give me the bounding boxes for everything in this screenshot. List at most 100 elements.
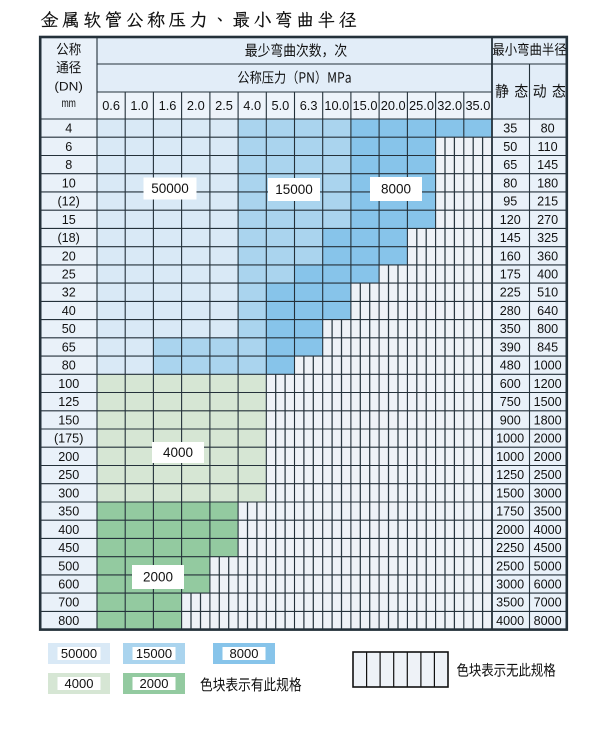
- svg-text:3500: 3500: [496, 596, 524, 610]
- svg-text:15.0: 15.0: [353, 98, 378, 113]
- svg-text:450: 450: [58, 541, 79, 555]
- svg-text:2500: 2500: [534, 468, 562, 482]
- svg-text:2000: 2000: [496, 523, 524, 537]
- svg-text:1200: 1200: [534, 377, 562, 391]
- svg-text:(DN): (DN): [54, 80, 83, 94]
- svg-text:80: 80: [541, 122, 555, 136]
- svg-text:(12): (12): [57, 195, 79, 209]
- svg-text:4500: 4500: [534, 541, 562, 555]
- svg-text:2000: 2000: [534, 432, 562, 446]
- svg-text:640: 640: [537, 304, 558, 318]
- svg-text:200: 200: [58, 450, 79, 464]
- svg-text:350: 350: [500, 322, 521, 336]
- svg-text:350: 350: [58, 505, 79, 519]
- svg-text:750: 750: [500, 395, 521, 409]
- svg-text:1000: 1000: [496, 432, 524, 446]
- svg-text:7000: 7000: [534, 596, 562, 610]
- svg-text:25: 25: [62, 268, 76, 282]
- svg-text:2000: 2000: [534, 450, 562, 464]
- svg-text:5000: 5000: [534, 559, 562, 573]
- svg-text:2000: 2000: [143, 570, 173, 585]
- svg-text:3000: 3000: [496, 578, 524, 592]
- svg-text:125: 125: [58, 395, 79, 409]
- svg-text:1.0: 1.0: [130, 98, 148, 113]
- svg-text:8000: 8000: [534, 614, 562, 628]
- svg-text:270: 270: [537, 213, 558, 227]
- svg-text:390: 390: [500, 340, 521, 354]
- svg-text:150: 150: [58, 413, 79, 427]
- svg-text:225: 225: [500, 286, 521, 300]
- svg-text:145: 145: [537, 158, 558, 172]
- svg-text:800: 800: [537, 322, 558, 336]
- svg-text:50000: 50000: [151, 181, 189, 196]
- svg-text:1800: 1800: [534, 413, 562, 427]
- svg-text:510: 510: [537, 286, 558, 300]
- svg-text:180: 180: [537, 176, 558, 190]
- svg-text:95: 95: [503, 195, 517, 209]
- svg-text:80: 80: [62, 359, 76, 373]
- svg-text:1500: 1500: [496, 486, 524, 500]
- svg-text:400: 400: [58, 523, 79, 537]
- svg-text:800: 800: [58, 614, 79, 628]
- svg-text:1750: 1750: [496, 505, 524, 519]
- svg-text:2500: 2500: [496, 559, 524, 573]
- svg-text:4000: 4000: [534, 523, 562, 537]
- svg-text:(175): (175): [54, 432, 83, 446]
- svg-text:20.0: 20.0: [381, 98, 406, 113]
- svg-text:3500: 3500: [534, 505, 562, 519]
- svg-text:250: 250: [58, 468, 79, 482]
- svg-text:15000: 15000: [275, 182, 313, 197]
- svg-text:1.6: 1.6: [159, 98, 177, 113]
- svg-text:300: 300: [58, 486, 79, 500]
- svg-text:480: 480: [500, 359, 521, 373]
- svg-text:40: 40: [62, 304, 76, 318]
- svg-text:8000: 8000: [381, 182, 411, 197]
- svg-text:900: 900: [500, 413, 521, 427]
- svg-text:6: 6: [65, 140, 72, 154]
- svg-text:845: 845: [537, 340, 558, 354]
- svg-text:4000: 4000: [496, 614, 524, 628]
- svg-text:2000: 2000: [140, 676, 169, 691]
- svg-text:1000: 1000: [534, 359, 562, 373]
- svg-text:2.0: 2.0: [187, 98, 205, 113]
- svg-text:1500: 1500: [534, 395, 562, 409]
- svg-text:65: 65: [503, 158, 517, 172]
- svg-text:8000: 8000: [230, 646, 259, 661]
- svg-text:600: 600: [500, 377, 521, 391]
- svg-text:50000: 50000: [61, 646, 97, 661]
- svg-text:120: 120: [500, 213, 521, 227]
- svg-text:215: 215: [537, 195, 558, 209]
- svg-text:280: 280: [500, 304, 521, 318]
- svg-text:10: 10: [62, 176, 76, 190]
- svg-text:5.0: 5.0: [272, 98, 290, 113]
- svg-text:600: 600: [58, 578, 79, 592]
- svg-text:400: 400: [537, 268, 558, 282]
- svg-text:110: 110: [538, 140, 558, 154]
- svg-text:700: 700: [58, 596, 79, 610]
- svg-text:100: 100: [58, 377, 79, 391]
- svg-text:20: 20: [62, 249, 76, 263]
- svg-text:360: 360: [537, 249, 558, 263]
- svg-text:175: 175: [500, 268, 521, 282]
- svg-text:4000: 4000: [163, 445, 193, 460]
- svg-text:8: 8: [65, 158, 72, 172]
- svg-text:1250: 1250: [496, 468, 524, 482]
- svg-text:15000: 15000: [136, 646, 172, 661]
- svg-text:mm: mm: [61, 96, 76, 110]
- svg-text:50: 50: [62, 322, 76, 336]
- svg-text:32.0: 32.0: [437, 98, 462, 113]
- svg-text:6.3: 6.3: [300, 98, 318, 113]
- svg-text:80: 80: [503, 176, 517, 190]
- svg-text:4000: 4000: [65, 676, 94, 691]
- svg-text:10.0: 10.0: [324, 98, 349, 113]
- svg-text:6000: 6000: [534, 578, 562, 592]
- svg-text:145: 145: [500, 231, 521, 245]
- svg-text:32: 32: [62, 286, 76, 300]
- svg-text:325: 325: [537, 231, 558, 245]
- svg-text:1000: 1000: [496, 450, 524, 464]
- svg-text:500: 500: [58, 559, 79, 573]
- svg-text:65: 65: [62, 340, 76, 354]
- svg-text:160: 160: [500, 249, 521, 263]
- svg-text:35.0: 35.0: [465, 98, 490, 113]
- svg-text:50: 50: [503, 140, 517, 154]
